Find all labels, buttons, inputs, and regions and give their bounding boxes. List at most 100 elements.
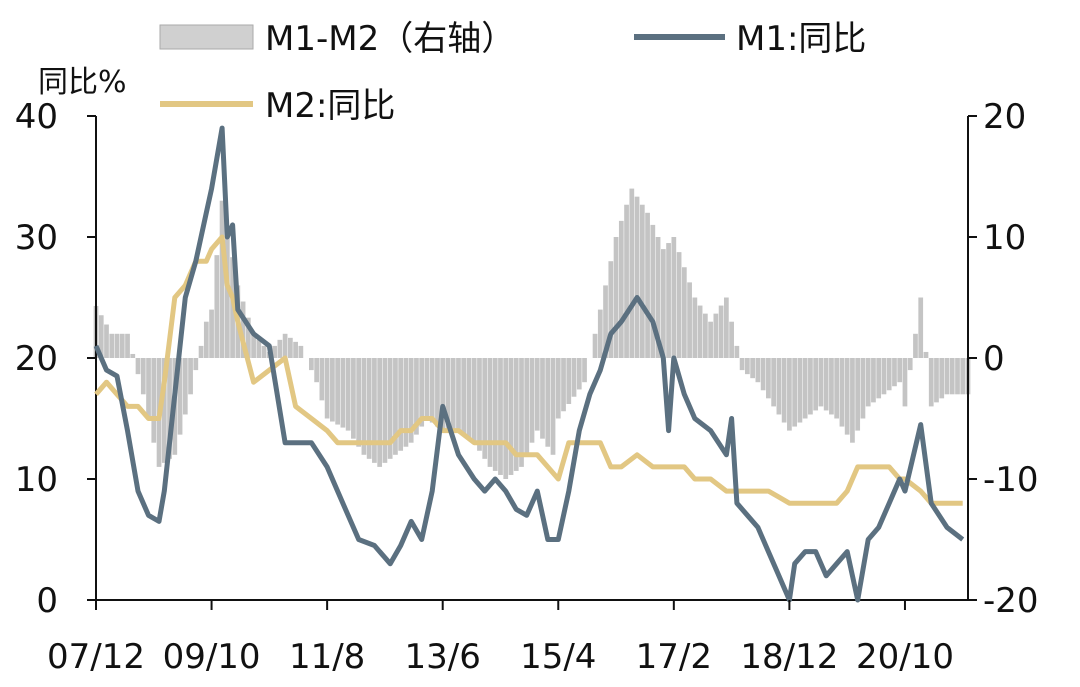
m1-m2-bar — [702, 313, 708, 358]
m1-m2-bar — [219, 200, 225, 358]
m1-m2-bar — [182, 358, 188, 415]
m1-m2-bar — [871, 358, 876, 403]
m1-m2-bar — [886, 358, 892, 391]
m1-m2-bar — [881, 358, 887, 395]
legend-label-m2: M2:同比 — [265, 86, 395, 126]
m1-m2-bar — [766, 358, 771, 399]
x-tick-label: 20/10 — [856, 637, 954, 677]
m1-m2-bar — [314, 358, 319, 383]
m1-m2-bar — [356, 358, 362, 447]
m1-m2-bar — [445, 358, 451, 431]
m1-m2-bar — [287, 337, 293, 358]
m1-m2-bar — [639, 204, 645, 358]
m1-m2-bar — [944, 358, 950, 395]
m1-m2-bar — [697, 305, 703, 358]
m1-m2-bar — [203, 321, 209, 358]
left-y-tick-label: 30 — [15, 218, 58, 258]
left-y-tick-label: 0 — [36, 581, 58, 621]
m1-m2-bar — [513, 358, 519, 471]
legend-swatch-m1-m2 — [159, 24, 254, 50]
m1-m2-bar — [918, 297, 924, 358]
m1-m2-bar — [98, 315, 104, 358]
m1-m2-bar — [429, 358, 435, 423]
m1-m2-bar — [576, 358, 582, 390]
m1-m2-bar — [492, 358, 498, 471]
m1-m2-bar — [618, 220, 624, 358]
m1-m2-bar — [745, 358, 750, 375]
m1-m2-bar — [382, 358, 388, 463]
m1-m2-bar — [340, 358, 346, 428]
m1-m2-bar — [949, 358, 955, 395]
m1-m2-bar — [498, 358, 503, 475]
m1-m2-bar — [471, 358, 477, 443]
m1-m2-bar — [519, 358, 524, 467]
x-tick-label: 13/6 — [405, 637, 481, 677]
m1-m2-bar — [193, 358, 199, 371]
m1-m2-bar — [750, 358, 755, 379]
m1-m2-bar — [624, 204, 629, 358]
m1-m2-bar — [424, 358, 430, 419]
m1-m2-bar — [545, 358, 551, 447]
m1-m2-bar — [755, 358, 761, 383]
m1-m2-bar — [776, 358, 782, 415]
right-y-tick-label: 0 — [983, 339, 1005, 379]
m1-m2-bar — [104, 324, 109, 358]
m1-m2-bar — [797, 358, 803, 423]
m1-m2-bar — [508, 358, 514, 475]
x-tick-label: 17/2 — [636, 637, 712, 677]
m1-m2-bar — [487, 358, 493, 467]
m1-m2-bar — [907, 358, 913, 371]
m1-m2-bar — [823, 358, 829, 411]
m1-m2-bar — [251, 333, 256, 358]
right-y-tick-label: -20 — [983, 581, 1039, 621]
m1-m2-bar — [130, 353, 136, 358]
right-y-tick-label: -10 — [983, 460, 1039, 500]
m1-m2-bar — [293, 341, 298, 358]
m1-m2-bar — [167, 358, 172, 459]
m1-m2-bar — [161, 358, 167, 463]
m1-m2-bar — [198, 345, 204, 358]
m1-m2-bar — [435, 358, 440, 427]
m1-m2-bar — [650, 224, 656, 358]
m1-m2-bar — [482, 358, 488, 459]
m1-m2-bar — [655, 237, 661, 358]
m1-m2-bar — [571, 358, 577, 397]
m1-m2-bar — [261, 345, 267, 358]
m1-m2-bar — [860, 358, 866, 419]
m1-m2-bar — [403, 358, 409, 447]
m1-m2-bar — [119, 333, 125, 358]
m1-m2-bar — [734, 345, 740, 358]
m1-m2-bar — [781, 358, 787, 423]
m1-m2-bar — [461, 358, 467, 435]
m1-m2-bar — [309, 358, 314, 371]
m1-m2-bar — [897, 358, 903, 383]
m1-m2-bar — [188, 358, 193, 395]
m1-m2-bar — [939, 358, 945, 399]
m1-m2-bar — [177, 358, 183, 435]
legend: M1-M2（右轴） M1:同比 M2:同比 — [159, 19, 866, 126]
m1-m2-bar — [272, 345, 277, 358]
m1-m2-bar — [114, 333, 120, 358]
m1-m2-bar — [597, 309, 603, 358]
m1-m2-bar — [676, 252, 682, 358]
x-tick-label: 15/4 — [520, 637, 596, 677]
m1-m2-bar — [844, 358, 850, 435]
m1-m2-bar — [613, 237, 619, 358]
m1-m2-bar — [377, 358, 383, 467]
m1-m2-bar — [934, 358, 939, 403]
m1-m2-bar — [902, 358, 908, 407]
m1-m2-bar — [608, 261, 614, 358]
m1-m2-bar — [681, 267, 687, 358]
m1-m2-bar — [214, 255, 220, 358]
m1-m2-bar — [277, 339, 283, 358]
m1-m2-bar — [687, 282, 692, 358]
m1-m2-bar — [345, 358, 351, 431]
m1-m2-bar — [477, 358, 482, 451]
left-y-tick-label: 40 — [15, 97, 58, 137]
m1-m2-bar — [466, 358, 472, 439]
m1-m2-bar — [708, 321, 713, 358]
m1-m2-bar — [256, 339, 262, 358]
m1-m2-bar — [718, 305, 724, 358]
m1-m2-bar — [671, 237, 677, 358]
